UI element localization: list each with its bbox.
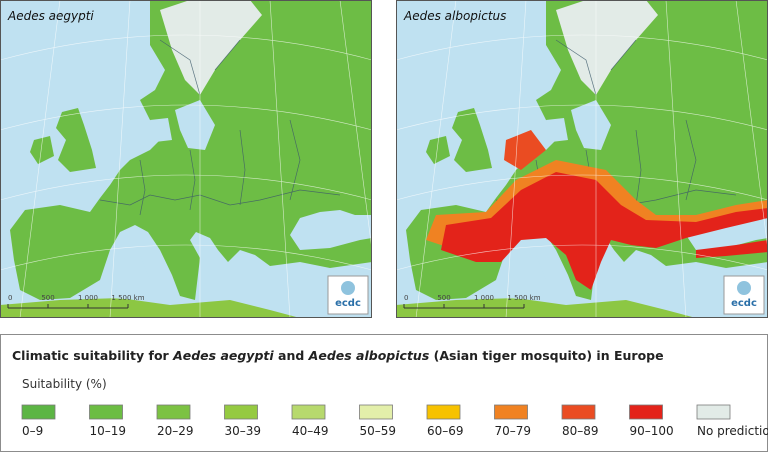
legend-swatch <box>224 404 258 420</box>
map-area <box>0 0 372 318</box>
logo: ecdc <box>335 298 361 309</box>
scale-label: 500 <box>41 294 54 302</box>
legend-swatch <box>494 404 528 420</box>
map-title: Aedes aegypti <box>7 9 94 23</box>
legend-swatch <box>359 404 393 420</box>
scale-label: 0 <box>404 294 408 302</box>
legend-swatch <box>561 404 596 420</box>
legend-swatch <box>291 404 326 420</box>
logo-globe <box>341 281 355 295</box>
legend-label: 10–19 <box>90 424 127 438</box>
legend-title-part: Climatic suitability for <box>12 348 173 363</box>
legend-label: 40–49 <box>292 424 329 438</box>
map-panel: Aedes aegypti 0 500 1 000 1 500 km ecdc <box>0 0 372 318</box>
legend-box <box>0 334 768 452</box>
legend-title-part: Aedes albopictus <box>308 348 430 363</box>
scale-label: 1 500 km <box>111 294 144 302</box>
legend-swatch <box>696 404 731 420</box>
scale-label: 1 000 <box>474 294 494 302</box>
legend-title-part: Aedes aegypti <box>172 348 274 363</box>
legend-subtitle: Suitability (%) <box>22 377 107 391</box>
legend-swatch <box>21 404 56 420</box>
legend-label: 90–100 <box>630 424 674 438</box>
legend-swatch <box>156 404 191 420</box>
map-panel: Aedes albopictus 0 500 1 000 1 500 km ecdc <box>396 0 768 318</box>
scale-label: 1 500 km <box>507 294 540 302</box>
legend-title-part: and <box>274 348 309 363</box>
legend-label: 50–59 <box>360 424 397 438</box>
map-area <box>396 0 768 318</box>
legend-swatch <box>89 404 123 420</box>
logo: ecdc <box>731 298 757 309</box>
legend-label: 60–69 <box>427 424 464 438</box>
scale-label: 0 <box>8 294 12 302</box>
legend-label: 70–79 <box>495 424 532 438</box>
legend-title-part: (Asian tiger mosquito) in Europe <box>429 348 663 363</box>
legend-title: Climatic suitability for Aedes aegypti a… <box>12 348 664 363</box>
legend-label: 0–9 <box>22 424 43 438</box>
legend-swatch <box>629 404 663 420</box>
scale-label: 500 <box>437 294 450 302</box>
legend-items: 0–9 10–19 20–29 30–39 40–49 50–59 60–69 70–79 80… <box>21 404 768 438</box>
map-title: Aedes albopictus <box>403 9 506 23</box>
legend-label: 30–39 <box>225 424 262 438</box>
legend-label: No prediction <box>697 424 768 438</box>
scale-label: 1 000 <box>78 294 98 302</box>
legend-label: 80–89 <box>562 424 599 438</box>
legend-swatch <box>426 404 461 420</box>
logo-globe <box>737 281 751 295</box>
map-frame <box>0 0 372 318</box>
legend-label: 20–29 <box>157 424 194 438</box>
